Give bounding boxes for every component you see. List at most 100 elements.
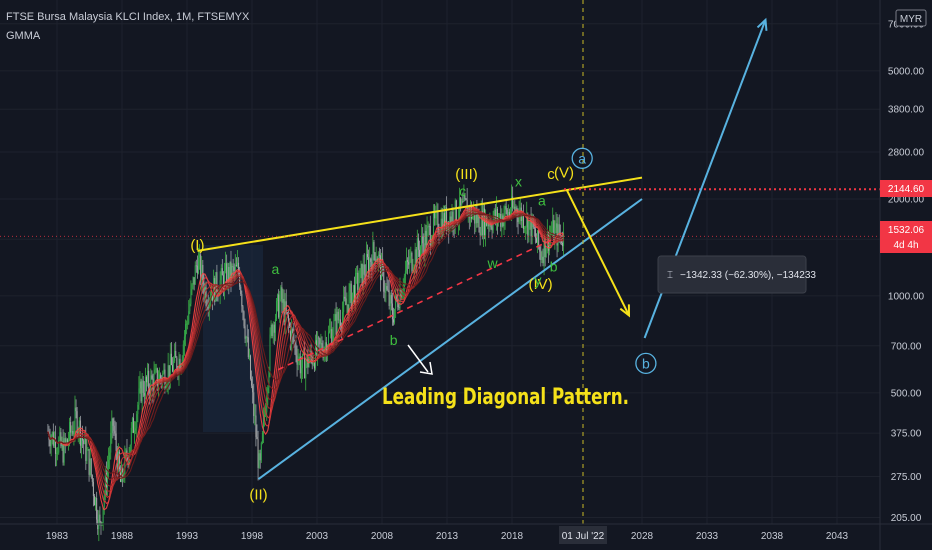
candle-body bbox=[427, 225, 429, 229]
candle-body bbox=[420, 246, 422, 257]
indicator-name[interactable]: GMMA bbox=[6, 30, 41, 42]
candle-body bbox=[551, 232, 553, 234]
price-tick-label: 700.00 bbox=[891, 341, 922, 352]
pointer-arrowhead bbox=[419, 361, 433, 375]
candle-body bbox=[49, 440, 51, 447]
candle-body bbox=[360, 263, 362, 269]
candle-body bbox=[555, 223, 557, 228]
candle-body bbox=[433, 212, 435, 237]
candle-body bbox=[347, 304, 349, 314]
price-tick-label: 275.00 bbox=[891, 472, 922, 483]
candle-body bbox=[442, 212, 444, 236]
candle-body bbox=[92, 481, 94, 497]
candle-body bbox=[299, 356, 301, 374]
candle-body bbox=[332, 336, 334, 345]
projection-arrow[interactable] bbox=[565, 189, 630, 316]
last-price-tag[interactable]: 1532.06 4d 4h bbox=[880, 221, 932, 253]
candle-body bbox=[190, 289, 192, 304]
candle-body bbox=[165, 386, 167, 388]
candle-body bbox=[167, 365, 169, 384]
candle-body bbox=[114, 430, 116, 434]
candle-body bbox=[514, 206, 516, 211]
candle-body bbox=[72, 431, 74, 435]
symbol-title[interactable]: FTSE Bursa Malaysia KLCI Index, 1M, FTSE… bbox=[6, 11, 250, 23]
candle-body bbox=[95, 497, 97, 506]
candle-body bbox=[163, 369, 165, 374]
level-price-tag[interactable]: 2144.60 bbox=[880, 180, 932, 197]
candle-body bbox=[474, 210, 476, 224]
wave-label-circle bbox=[571, 147, 593, 169]
candle-body bbox=[319, 338, 321, 345]
candle-body bbox=[528, 220, 530, 236]
candle-body bbox=[539, 246, 541, 252]
measure-tooltip[interactable]: ⌶ −1342.33 (−62.30%), −134233 bbox=[657, 255, 816, 294]
candle-body bbox=[363, 264, 365, 275]
candle-body bbox=[517, 215, 519, 222]
candle-body bbox=[279, 299, 281, 318]
candle-body bbox=[89, 458, 91, 475]
time-tick-label: 1988 bbox=[111, 531, 134, 542]
candle-body bbox=[426, 228, 428, 246]
candle-body bbox=[290, 326, 292, 343]
candle-body bbox=[344, 296, 346, 299]
wave-labels: (I)(II)(III)(IV)(V)abcwxyabcabc bbox=[190, 147, 657, 503]
time-tick-label: 2038 bbox=[761, 531, 784, 542]
wave-label: w bbox=[486, 255, 498, 271]
candle-body bbox=[110, 433, 112, 453]
candle-body bbox=[444, 207, 446, 228]
candle-body bbox=[464, 195, 466, 199]
candle-body bbox=[334, 314, 336, 321]
candle-body bbox=[267, 387, 269, 398]
candle-body bbox=[391, 303, 393, 320]
candle-body bbox=[389, 295, 391, 306]
trendline-lower[interactable] bbox=[257, 198, 643, 480]
candle-body bbox=[243, 311, 245, 327]
candle-body bbox=[219, 280, 221, 296]
currency-badge[interactable]: MYR bbox=[895, 9, 927, 27]
candle-body bbox=[398, 307, 400, 309]
candle-body bbox=[434, 212, 436, 219]
candle-body bbox=[300, 368, 302, 374]
candle-body bbox=[525, 227, 527, 229]
candle-body bbox=[82, 436, 84, 441]
candle-body bbox=[327, 332, 329, 347]
candle-body bbox=[131, 418, 133, 428]
candle-body bbox=[461, 201, 463, 206]
candle-body bbox=[194, 265, 196, 285]
time-axis[interactable]: 1983 1988 1993 1998 2003 2008 2013 2018 2028 2033… bbox=[0, 523, 932, 542]
candle-body bbox=[530, 215, 532, 237]
candle-body bbox=[241, 294, 243, 307]
candle-body bbox=[480, 210, 482, 236]
candle-body bbox=[320, 343, 322, 345]
candle-body bbox=[183, 336, 185, 345]
candle-body bbox=[132, 418, 134, 433]
trendline-upper[interactable] bbox=[197, 176, 643, 252]
candle-body bbox=[529, 215, 531, 221]
candle-body bbox=[298, 356, 300, 360]
candle-body bbox=[274, 319, 276, 333]
candle-body bbox=[288, 322, 290, 327]
candle-body bbox=[234, 264, 236, 271]
candle-body bbox=[522, 212, 524, 229]
price-tick-label: 3800.00 bbox=[888, 105, 925, 116]
candle-body bbox=[69, 422, 71, 441]
candle-body bbox=[109, 452, 111, 460]
candle-body bbox=[201, 264, 203, 281]
time-tick-label: 1993 bbox=[176, 531, 199, 542]
wave-label: x bbox=[515, 174, 522, 190]
date-marker[interactable]: 01 Jul '22 bbox=[559, 526, 607, 544]
candle-body bbox=[518, 213, 520, 222]
candle-body bbox=[321, 343, 323, 352]
candle-body bbox=[463, 195, 465, 202]
candle-body bbox=[526, 214, 528, 228]
candle-body bbox=[248, 355, 250, 358]
annotation-title[interactable]: Leading Diagonal Pattern. bbox=[382, 385, 629, 410]
candle-body bbox=[278, 294, 280, 318]
candle-body bbox=[443, 212, 445, 228]
price-tick-label: 375.00 bbox=[891, 429, 922, 440]
candle-body bbox=[142, 380, 144, 393]
candle-body bbox=[100, 521, 102, 524]
candle-body bbox=[88, 449, 90, 475]
candle-body bbox=[53, 437, 55, 446]
